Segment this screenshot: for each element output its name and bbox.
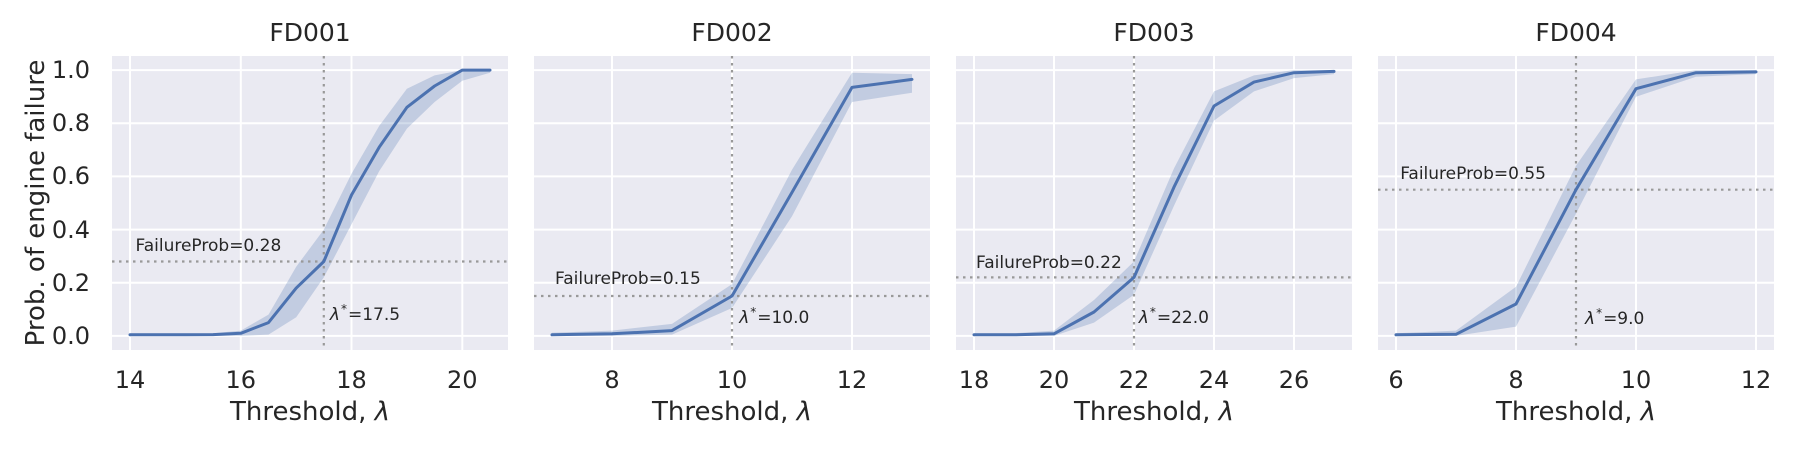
superscript-star: * bbox=[1149, 304, 1156, 319]
x-tick-label: 22 bbox=[1118, 366, 1150, 394]
y-tick-label: 1.0 bbox=[51, 56, 90, 85]
x-tick-label: 20 bbox=[447, 366, 478, 394]
lambda-star-value: =22.0 bbox=[1156, 307, 1209, 328]
lambda-star-value: =10.0 bbox=[757, 307, 810, 328]
failure-prob-curve bbox=[128, 68, 492, 337]
failure-prob-annotation: FailureProb=0.28 bbox=[135, 235, 282, 256]
failure-prob-curve bbox=[1394, 70, 1758, 337]
failure-prob-curve bbox=[550, 77, 914, 337]
x-tick-label: 10 bbox=[1620, 366, 1652, 394]
lambda-star-annotation: λ*=22.0 bbox=[1138, 306, 1209, 328]
failure-prob-annotation: FailureProb=0.22 bbox=[976, 253, 1122, 274]
x-tick-label: 20 bbox=[1038, 366, 1070, 394]
panel-title-fd001: FD001 bbox=[269, 18, 351, 47]
y-tick-label: 0.6 bbox=[51, 162, 90, 191]
x-tick-label: 10 bbox=[716, 366, 748, 394]
superscript-star: * bbox=[340, 301, 347, 316]
y-tick-label: 0.8 bbox=[51, 109, 90, 138]
confidence-band bbox=[130, 70, 490, 336]
x-tick-label: 8 bbox=[604, 366, 620, 394]
x-tick-label: 8 bbox=[1508, 366, 1524, 394]
y-tick-label: 0.0 bbox=[51, 321, 90, 350]
failure-prob-curve bbox=[972, 69, 1336, 337]
x-tick-label: 12 bbox=[1740, 366, 1772, 394]
panel-fd004: FailureProb=0.55 λ*=9.0 bbox=[1378, 56, 1774, 350]
x-tick-label: 18 bbox=[958, 366, 990, 394]
plot-canvas-fd002 bbox=[534, 56, 930, 350]
panel-title-fd003: FD003 bbox=[1113, 18, 1195, 47]
lambda-star-value: =17.5 bbox=[347, 304, 401, 325]
lambda-star-annotation: λ*=9.0 bbox=[1585, 307, 1645, 329]
lambda-star-value: =9.0 bbox=[1603, 308, 1645, 329]
lambda-symbol: λ bbox=[329, 304, 340, 325]
x-tick-label: 14 bbox=[114, 366, 146, 394]
plot-canvas-fd004 bbox=[1378, 56, 1774, 350]
panel-title-fd004: FD004 bbox=[1535, 18, 1617, 47]
panel-fd002: FailureProb=0.15 λ*=10.0 bbox=[534, 56, 930, 350]
lambda-symbol: λ bbox=[374, 397, 391, 427]
superscript-star: * bbox=[750, 304, 757, 319]
panel-fd001: FailureProb=0.28 λ*=17.5 bbox=[112, 56, 508, 350]
plot-canvas-fd001 bbox=[112, 56, 508, 350]
panel-fd003: FailureProb=0.22 λ*=22.0 bbox=[956, 56, 1352, 350]
x-tick-label: 6 bbox=[1388, 366, 1404, 394]
x-tick-label: 26 bbox=[1278, 366, 1310, 394]
failure-prob-annotation: FailureProb=0.15 bbox=[555, 269, 701, 290]
lambda-star-annotation: λ*=10.0 bbox=[739, 306, 810, 328]
x-axis-label-text: Threshold, bbox=[229, 397, 375, 427]
plot-canvas-fd003 bbox=[956, 56, 1352, 350]
lambda-symbol: λ bbox=[1138, 307, 1149, 328]
y-tick-label: 0.2 bbox=[51, 268, 90, 297]
x-axis-label-text: Threshold, bbox=[1495, 397, 1641, 427]
x-axis-label: Threshold, λ bbox=[652, 399, 812, 425]
superscript-star: * bbox=[1596, 305, 1603, 320]
x-axis-label-text: Threshold, bbox=[651, 397, 797, 427]
lambda-symbol: λ bbox=[1585, 308, 1596, 329]
failure-prob-annotation: FailureProb=0.55 bbox=[1400, 164, 1546, 185]
x-tick-label: 18 bbox=[336, 366, 367, 394]
panel-title-fd002: FD002 bbox=[691, 18, 773, 47]
x-axis-label: Threshold, λ bbox=[1496, 399, 1656, 425]
y-tick-label: 0.4 bbox=[51, 215, 90, 244]
x-tick-label: 24 bbox=[1198, 366, 1230, 394]
lambda-symbol: λ bbox=[796, 397, 813, 427]
confidence-band bbox=[974, 70, 1334, 336]
x-tick-label: 12 bbox=[836, 366, 868, 394]
lambda-star-annotation: λ*=17.5 bbox=[329, 303, 401, 325]
x-tick-label: 16 bbox=[225, 366, 257, 394]
x-axis-label: Threshold, λ bbox=[230, 399, 390, 425]
lambda-symbol: λ bbox=[1640, 397, 1657, 427]
lambda-symbol: λ bbox=[1218, 397, 1235, 427]
x-axis-label-text: Threshold, bbox=[1073, 397, 1219, 427]
x-axis-label: Threshold, λ bbox=[1074, 399, 1234, 425]
lambda-symbol: λ bbox=[739, 307, 750, 328]
y-axis-label: Prob. of engine failure bbox=[21, 59, 51, 347]
